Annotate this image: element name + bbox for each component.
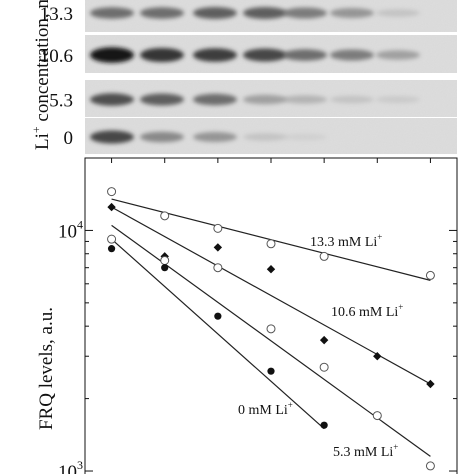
blot-ylabel-main: Li	[32, 133, 53, 150]
blot-band	[193, 93, 237, 106]
data-point-open-circle	[213, 223, 223, 233]
data-point-open-circle	[425, 461, 435, 471]
blot-band	[243, 94, 287, 105]
data-point-filled-circle	[214, 312, 222, 320]
data-point-filled-diamond	[426, 379, 435, 389]
blot-row-label: 5.3	[49, 91, 73, 112]
blot-band	[90, 7, 134, 19]
blot-band	[376, 9, 420, 17]
data-point-filled-circle	[161, 264, 169, 272]
blot-band	[243, 7, 287, 19]
data-point-filled-circle	[267, 367, 275, 375]
fit-line	[111, 224, 431, 457]
blot-band	[193, 7, 237, 19]
blot-band	[330, 8, 374, 18]
fit-line	[111, 206, 431, 385]
data-point-open-circle	[266, 239, 276, 249]
blot-band	[90, 130, 134, 144]
series-label: 13.3 mM Li+	[310, 232, 382, 250]
blot-row-label: 13.3	[40, 4, 73, 25]
data-point-filled-diamond	[266, 264, 276, 274]
data-point-filled-circle	[320, 421, 328, 429]
data-point-open-circle	[107, 187, 117, 197]
fit-line	[111, 238, 325, 430]
blot-band	[330, 95, 374, 104]
y-tick-label: 103	[58, 458, 83, 474]
blot-band	[140, 48, 184, 62]
blot-band	[90, 93, 134, 106]
chart-y-axis-label: FRQ levels, a.u.	[36, 307, 57, 430]
blot-band	[243, 48, 287, 62]
data-point-filled-diamond	[213, 243, 223, 252]
blot-band	[193, 132, 237, 142]
y-tick-label: 104	[58, 217, 83, 242]
data-point-filled-diamond	[373, 352, 382, 361]
data-point-open-circle	[372, 411, 382, 421]
blot-ylabel-rest: concentration, mM	[32, 0, 53, 126]
blot-band	[330, 49, 374, 61]
blot-band	[283, 49, 327, 61]
data-point-filled-diamond	[107, 202, 116, 212]
blot-row-label: 0	[64, 128, 74, 149]
blot-band	[140, 7, 184, 19]
plot-frame	[84, 157, 458, 474]
data-point-filled-circle	[107, 245, 116, 253]
data-point-open-circle	[266, 324, 276, 334]
series-label: 5.3 mM Li+	[333, 442, 398, 460]
data-point-open-circle	[160, 255, 170, 265]
blot-band	[140, 93, 184, 106]
data-point-open-circle	[160, 211, 170, 221]
blot-ylabel-sup: +	[29, 126, 43, 133]
blot-band	[140, 131, 184, 143]
blot-band	[376, 50, 420, 60]
data-point-filled-diamond	[319, 335, 329, 345]
data-point-open-circle	[319, 362, 329, 372]
blot-band	[283, 95, 327, 104]
blot-row-label: 10.6	[40, 46, 73, 67]
blot-band	[283, 7, 327, 19]
blot-band	[193, 48, 237, 62]
series-label: 0 mM Li+	[238, 400, 293, 418]
blot-band	[376, 96, 420, 103]
blot-band	[243, 133, 287, 141]
data-point-open-circle	[213, 263, 223, 273]
data-point-open-circle	[425, 270, 435, 280]
series-labels: 13.3 mM Li+ 10.6 mM Li+ 5.3 mM Li+ 0 mM Li+	[238, 232, 403, 460]
data-point-open-circle	[319, 251, 329, 261]
series-label: 10.6 mM Li+	[331, 302, 403, 320]
y-axis-ticks: 103 104	[58, 157, 457, 474]
data-point-open-circle	[107, 234, 117, 244]
blot-band	[90, 47, 134, 63]
data-points	[107, 187, 435, 471]
western-blot-panel: 13.3 10.6 5.3 0	[40, 0, 457, 154]
blot-y-axis-label: Li+ concentration, mM	[29, 0, 53, 150]
blot-band	[283, 133, 327, 141]
